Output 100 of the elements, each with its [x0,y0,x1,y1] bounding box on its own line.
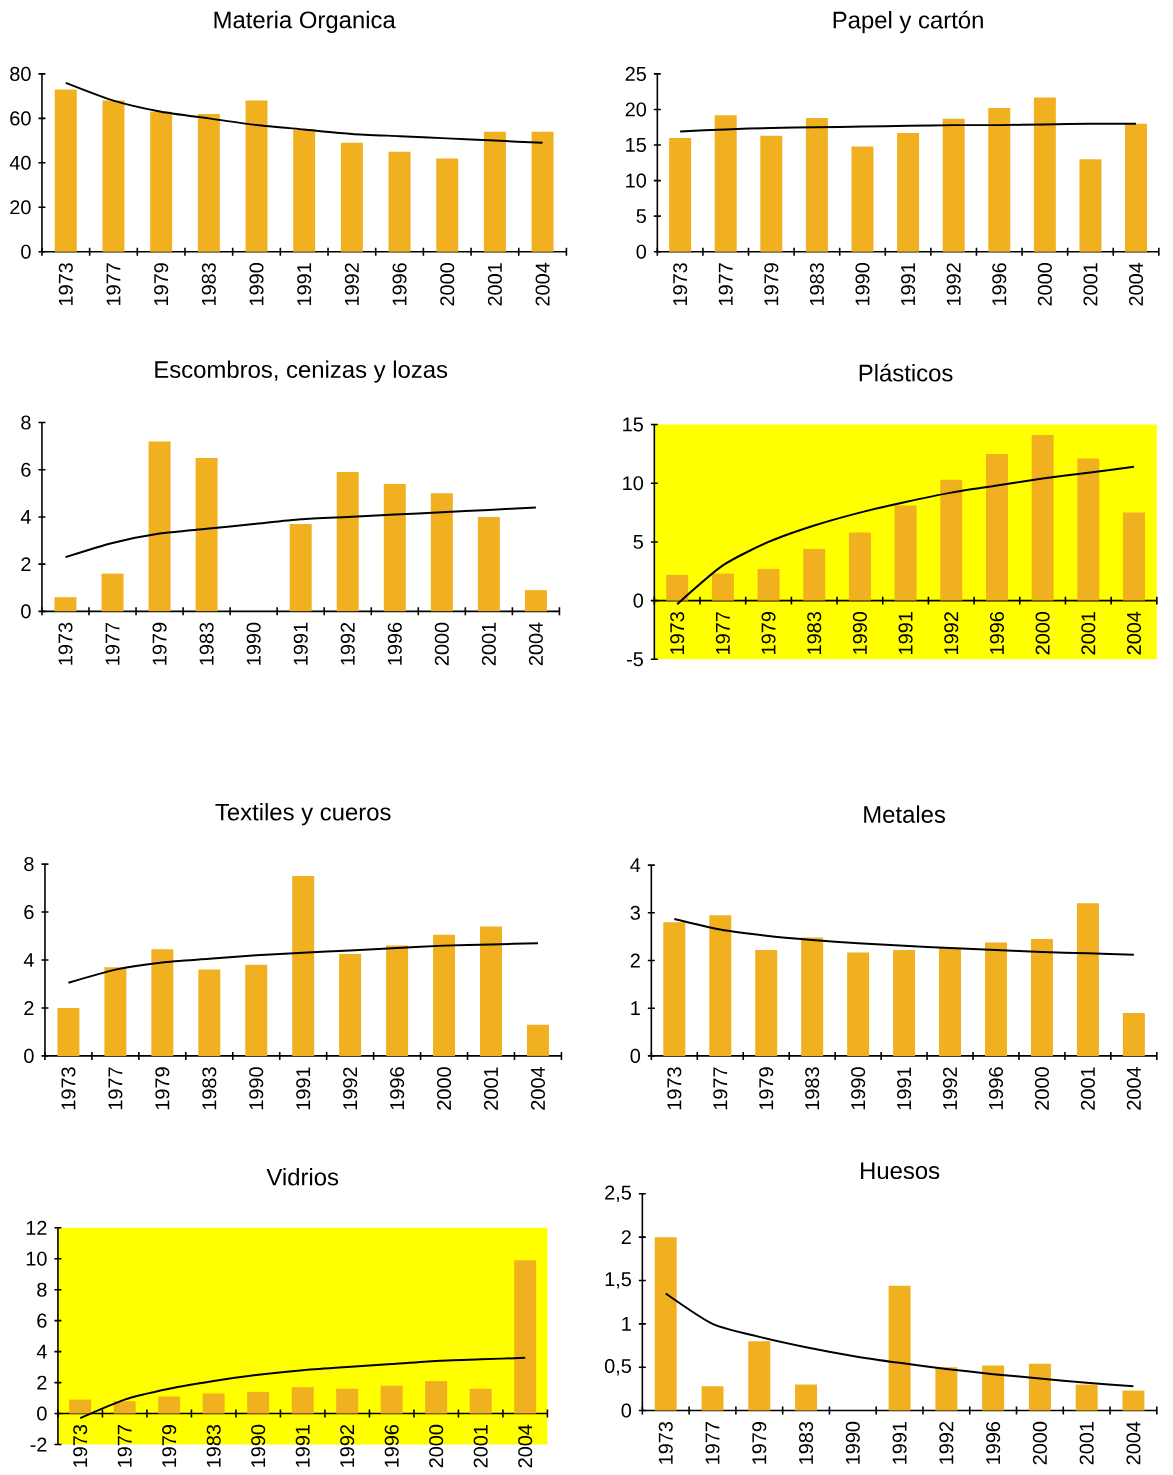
y-tick-label: 1,5 [605,1272,632,1289]
x-tick-label: 1973 [61,1067,76,1110]
x-tick-label: 1973 [670,612,685,654]
x-tick-label: 1990 [855,263,870,306]
x-tick-label: 1990 [251,1424,266,1467]
x-tick-label: 1979 [152,622,167,665]
bar [469,1388,492,1414]
x-tick-label: 1991 [897,1067,912,1110]
x-tick-label: 2004 [531,1067,546,1110]
bar [430,493,453,612]
y-tick-label: 1 [622,1316,631,1331]
x-tick-label: 1991 [892,1422,907,1464]
x-tick-label: 1983 [799,1421,814,1464]
x-tick-label: 2001 [1080,1067,1096,1110]
x-tick-label: 2000 [429,1424,444,1468]
line-series [664,1292,1135,1388]
y-tick-label: 4 [630,858,641,872]
bar [531,131,554,252]
y-tick-label: 15 [623,417,644,432]
y-tick-label: 10 [626,173,647,188]
bar [101,573,124,612]
y-tick-label: 25 [625,66,647,81]
x-tick-label: 2004 [518,1424,533,1468]
x-tick-label: 1979 [752,1422,767,1464]
y-tick-label: 0 [633,593,644,608]
x-tick-label: 2000 [434,622,449,666]
x-tick-label: 1990 [852,611,868,654]
bar [514,1260,537,1414]
x-tick-label: 1996 [986,1421,1001,1464]
line-series [673,918,1135,956]
y-tick-label: 2,5 [605,1185,632,1203]
bar [336,472,359,612]
y-tick-label: 80 [10,66,31,81]
chart-title: Metales [864,805,946,823]
bar [195,457,218,612]
bar [1125,123,1148,252]
x-tick-label: 1973 [673,263,688,306]
y-tick-label: 20 [10,200,31,215]
x-tick-label: 1979 [154,263,169,306]
y-tick-label: -2 [30,1437,47,1452]
line-series [679,122,1138,133]
bar [1077,458,1100,601]
x-tick-label: 1983 [206,1424,221,1467]
bar [714,115,737,252]
bar [54,89,77,252]
bar [340,142,363,252]
bar [102,100,125,252]
x-tick-label: 1983 [201,263,216,306]
y-tick-label: 3 [630,905,641,920]
x-tick-label: 1991 [293,622,308,665]
x-tick-label: 1977 [105,622,120,665]
x-tick-label: 1991 [295,1425,310,1467]
x-tick-label: 1992 [344,263,359,306]
y-tick-label: 4 [20,510,31,524]
chart-title: Textiles y cueros [215,803,391,826]
chart-title: Escombros, cenizas y lozas [155,360,448,383]
bar [1123,512,1146,601]
bar [197,113,220,252]
bar [709,915,732,1056]
x-tick-label: 1992 [944,612,959,654]
bar [54,597,77,612]
y-tick-label: 8 [37,1282,47,1297]
x-tick-label: 1973 [58,263,73,306]
bar [795,1384,818,1411]
x-tick-label: 1992 [946,263,961,306]
bar [760,135,783,252]
bar [986,453,1009,601]
bar [940,479,963,601]
bar [436,158,459,252]
y-tick-label: 10 [623,476,644,491]
x-tick-label: 1992 [939,1422,954,1464]
bar [380,1385,403,1414]
bar [851,146,874,252]
x-tick-label: 1983 [805,1067,820,1110]
x-tick-label: 1990 [845,1421,860,1464]
x-tick-label: 1983 [202,1067,217,1110]
x-tick-label: 2000 [1032,1421,1048,1465]
x-tick-label: 1996 [392,263,407,306]
y-tick-label: 2 [24,1001,34,1015]
line-series [64,81,544,144]
bar [292,876,315,1056]
x-tick-label: 2004 [1129,262,1144,306]
bar [654,1237,677,1411]
bar [477,516,500,612]
bar [484,131,506,252]
x-tick-label: 2004 [535,262,550,306]
bar [1033,97,1056,252]
bar [527,1024,550,1056]
x-tick-label: 1973 [667,1067,682,1110]
bar [433,934,456,1056]
x-tick-label: 1979 [759,1067,774,1110]
chart-title: Vidrios [266,1168,339,1186]
x-tick-label: 2001 [487,263,503,306]
bar [1031,435,1054,601]
x-tick-label: 1992 [340,622,355,665]
x-tick-label: 1990 [246,622,261,665]
x-tick-label: 1973 [58,622,73,665]
bar [701,1386,724,1411]
x-tick-label: 1990 [249,1067,264,1110]
x-tick-label: 1996 [990,612,1005,654]
